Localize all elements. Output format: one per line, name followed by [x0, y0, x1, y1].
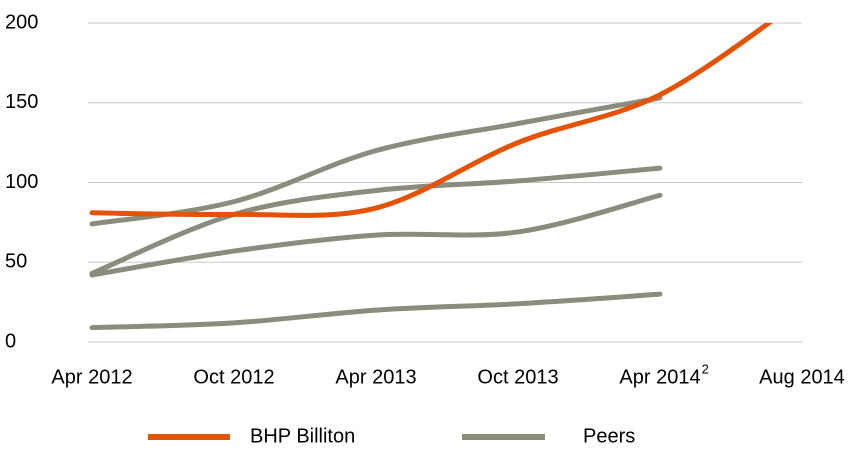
y-tick-label: 0	[5, 330, 16, 352]
legend-label: BHP Billiton	[250, 425, 355, 447]
x-tick-label: Apr 2012	[51, 366, 132, 388]
peer-line-group	[89, 291, 663, 331]
series-line	[89, 23, 774, 218]
y-tick-label: 150	[5, 91, 38, 113]
x-tick-label: Aug 2014	[759, 366, 845, 388]
peer-line-group	[89, 192, 663, 278]
footnote-marker: 2	[702, 361, 709, 376]
x-tick-label: Apr 2014	[619, 366, 700, 388]
x-tick-label: Apr 2013	[335, 366, 416, 388]
y-tick-label: 100	[5, 171, 38, 193]
peer-line	[89, 165, 663, 276]
y-tick-label: 50	[5, 251, 27, 273]
y-tick-label: 200	[5, 11, 38, 33]
peer-line	[89, 95, 663, 227]
peer-line-group	[89, 165, 663, 276]
x-tick-label: Oct 2013	[477, 366, 558, 388]
peer-line	[89, 192, 663, 278]
peer-line-group	[89, 95, 663, 227]
x-tick-label: Oct 2012	[193, 366, 274, 388]
peer-line	[89, 291, 663, 331]
series-line-group	[89, 23, 774, 218]
legend-label: Peers	[583, 425, 635, 447]
